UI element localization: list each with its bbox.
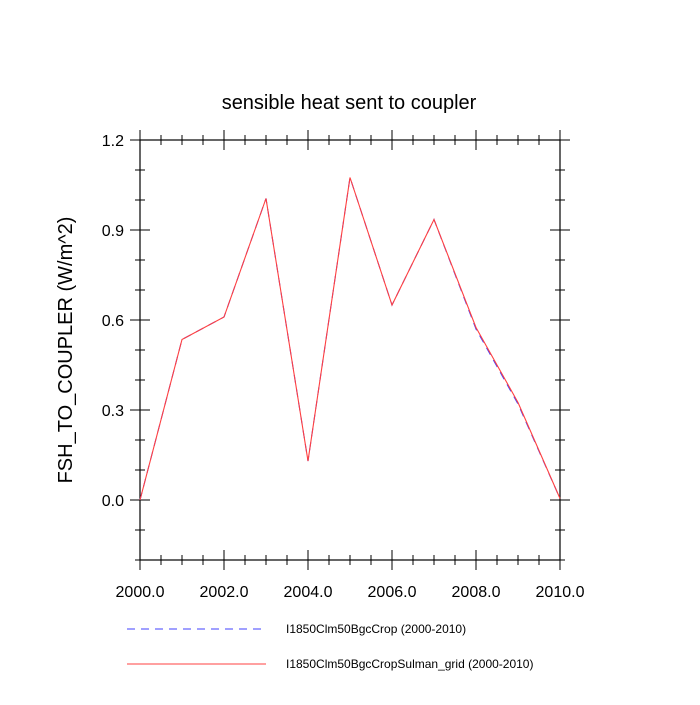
x-tick-label: 2010.0 (536, 584, 585, 601)
chart-title: sensible heat sent to coupler (222, 92, 477, 114)
series-line-1 (139, 177, 561, 501)
series-2-point (139, 499, 141, 501)
series-2-point (391, 304, 393, 306)
x-tick-label: 2002.0 (200, 584, 249, 601)
series-2-point (433, 219, 435, 221)
legend: I1850Clm50BgcCrop (2000-2010) I1850Clm50B… (127, 622, 533, 671)
axes: 2000.0 2002.0 2004.0 2006.0 2008.0 2010.0 0.0 0… (102, 130, 585, 601)
x-tick-label: 2004.0 (284, 584, 333, 601)
y-tick-label: 0.0 (102, 493, 124, 510)
series-2-point (307, 460, 309, 462)
x-tick-label: 2006.0 (368, 584, 417, 601)
y-tick-label: 1.2 (102, 133, 124, 150)
series-2-point (349, 177, 351, 179)
legend-label-1: I1850Clm50BgcCrop (2000-2010) (286, 622, 466, 636)
series-2-point (223, 316, 225, 318)
series-2-point (517, 402, 519, 404)
x-tick-label: 2008.0 (452, 584, 501, 601)
series-2-point (181, 339, 183, 341)
y-tick-label: 0.3 (102, 403, 124, 420)
series-lines (139, 177, 561, 501)
series-2-point (475, 327, 477, 329)
y-tick-label: 0.6 (102, 313, 124, 330)
x-tick-label: 2000.0 (116, 584, 165, 601)
series-2-point (265, 198, 267, 200)
y-tick-label: 0.9 (102, 223, 124, 240)
series-line-2 (139, 177, 561, 501)
y-axis-label: FSH_TO_COUPLER (W/m^2) (55, 217, 77, 484)
series-2-point (559, 498, 561, 500)
legend-label-2: I1850Clm50BgcCropSulman_grid (2000-2010) (286, 657, 533, 671)
plot-frame (139, 139, 561, 561)
